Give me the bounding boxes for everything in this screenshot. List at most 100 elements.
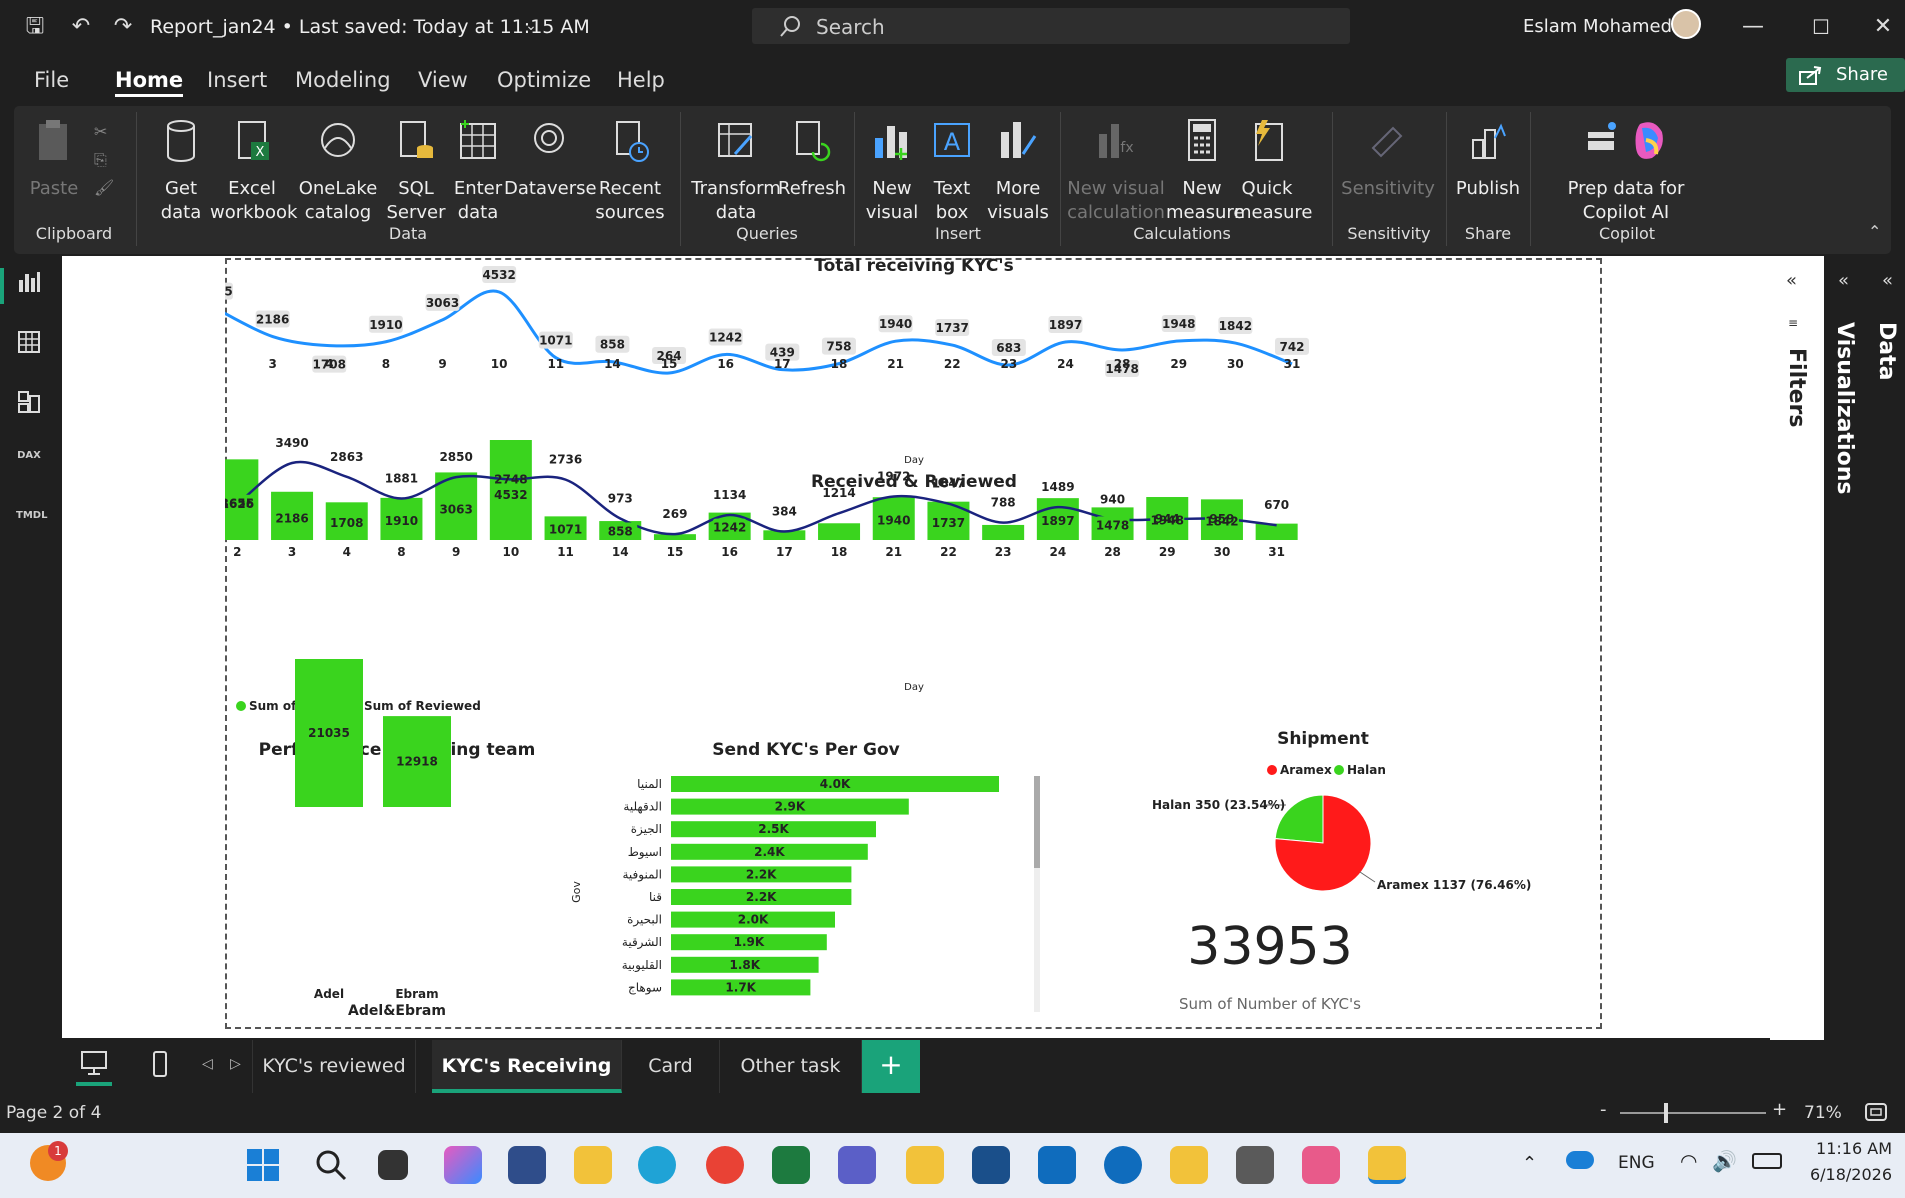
tab-kycs-receiving[interactable]: KYC's Receiving	[432, 1040, 622, 1093]
save-icon[interactable]: 🖫	[25, 14, 45, 39]
undo-icon[interactable]: ↶	[71, 14, 91, 39]
store-icon[interactable]	[508, 1146, 546, 1184]
performance-team-chart[interactable]: Performance Receiving team 21035Adel1291…	[259, 659, 536, 1019]
kyc-card[interactable]: 33953 Sum of Number of KYC's	[1179, 917, 1361, 1013]
add-page-button[interactable]: +	[862, 1040, 920, 1093]
scrollbar-thumb[interactable]	[1034, 776, 1040, 868]
outlook-icon[interactable]	[1038, 1146, 1076, 1184]
quick-measure-button[interactable]: Quick measure	[1234, 118, 1313, 225]
shipment-chart[interactable]: Shipment Aramex Halan Halan 350 (23.54%)…	[1152, 729, 1531, 892]
bar[interactable]	[671, 798, 909, 815]
bar[interactable]	[653, 534, 696, 540]
collapse-filters-icon[interactable]: «	[1786, 270, 1798, 291]
bar[interactable]	[671, 934, 827, 951]
bar[interactable]	[982, 524, 1025, 540]
power-bi-active-icon[interactable]	[1368, 1146, 1406, 1184]
clock-time[interactable]: 11:16 AM	[1816, 1139, 1892, 1158]
more-visuals-button[interactable]: More visuals	[980, 118, 1056, 225]
excel-workbook-button[interactable]: X Excel workbook	[210, 118, 297, 225]
zoom-slider-thumb[interactable]	[1664, 1103, 1668, 1123]
table-view-icon[interactable]	[16, 330, 42, 356]
collapse-visualizations-icon[interactable]: «	[1838, 270, 1850, 291]
bar[interactable]	[671, 866, 852, 883]
bar[interactable]	[295, 659, 363, 807]
chevron-down-icon[interactable]: ⌄	[525, 18, 537, 34]
new-measure-button[interactable]: New measure	[1166, 118, 1245, 225]
send-kyc-per-gov-chart[interactable]: Send KYC's Per Gov 4.0K المنيا 2.9K الدقهلي…	[570, 740, 1040, 1012]
tray-chevron-icon[interactable]: ⌃	[1522, 1153, 1538, 1174]
clock-date[interactable]: 6/18/2026	[1809, 1165, 1892, 1184]
m365-icon[interactable]	[444, 1146, 482, 1184]
bar[interactable]	[383, 716, 451, 807]
outlook-new-icon[interactable]	[1104, 1146, 1142, 1184]
bar[interactable]	[671, 821, 876, 838]
text-box-button[interactable]: A Text box	[924, 118, 980, 225]
task-view-icon[interactable]	[378, 1150, 408, 1180]
search-taskbar-icon[interactable]	[312, 1146, 350, 1184]
menu-help[interactable]: Help	[617, 68, 665, 92]
pie-slice[interactable]	[1274, 794, 1324, 844]
received-reviewed-chart[interactable]: Received & Reviewed 3655 2186 1708 1910 3063…	[225, 436, 1298, 713]
mobile-layout-icon[interactable]	[148, 1050, 172, 1084]
zoom-slider[interactable]	[1620, 1112, 1766, 1114]
menu-insert[interactable]: Insert	[207, 68, 268, 92]
snipping-tool-icon[interactable]	[1302, 1146, 1340, 1184]
pie-slice[interactable]	[1274, 794, 1372, 892]
onedrive-icon[interactable]	[1566, 1151, 1594, 1169]
visualizations-pane[interactable]: « Visualizations	[1824, 256, 1870, 1040]
teams-icon[interactable]	[838, 1146, 876, 1184]
bar[interactable]	[763, 530, 806, 540]
battery-icon[interactable]	[1752, 1153, 1782, 1169]
filters-pane[interactable]: « ≡ Filters	[1770, 256, 1824, 1040]
excel-taskbar-icon[interactable]	[772, 1146, 810, 1184]
menu-view[interactable]: View	[418, 68, 468, 92]
search-input[interactable]: Search	[752, 8, 1350, 44]
refresh-button[interactable]: Refresh	[774, 118, 850, 201]
volume-icon[interactable]: 🔊	[1712, 1149, 1737, 1173]
sticky-notes-icon[interactable]	[906, 1146, 944, 1184]
bar[interactable]	[671, 979, 811, 996]
minimize-icon[interactable]: —	[1742, 14, 1764, 39]
onelake-button[interactable]: OneLake catalog	[294, 118, 382, 225]
file-explorer-icon[interactable]	[574, 1146, 612, 1184]
prev-page-icon[interactable]: ◁	[202, 1056, 213, 1072]
calculator-taskbar-icon[interactable]	[1236, 1146, 1274, 1184]
tab-other-task[interactable]: Other task	[720, 1040, 862, 1093]
sql-server-button[interactable]: SQL Server	[382, 118, 450, 225]
zoom-out-button[interactable]: -	[1600, 1099, 1607, 1120]
menu-modeling[interactable]: Modeling	[295, 68, 391, 92]
copilot-button[interactable]: Prep data for Copilot AI	[1536, 118, 1716, 225]
start-icon[interactable]	[244, 1146, 282, 1184]
user-name[interactable]: Eslam Mohamed	[1523, 16, 1673, 37]
close-icon[interactable]: ✕	[1873, 14, 1893, 39]
data-pane[interactable]: « Data	[1870, 256, 1905, 1040]
share-button[interactable]: Share	[1786, 58, 1905, 92]
chrome-icon[interactable]	[706, 1146, 744, 1184]
model-view-icon[interactable]	[16, 390, 42, 416]
tab-kycs-reviewed[interactable]: KYC's reviewed	[252, 1040, 416, 1093]
bar[interactable]	[671, 776, 999, 792]
bar[interactable]	[671, 889, 852, 905]
next-page-icon[interactable]: ▷	[230, 1056, 241, 1072]
bar[interactable]	[671, 911, 835, 928]
edge-icon[interactable]	[638, 1146, 676, 1184]
bar[interactable]	[671, 843, 868, 860]
menu-optimize[interactable]: Optimize	[497, 68, 592, 92]
bar[interactable]	[818, 523, 861, 540]
menu-file[interactable]: File	[34, 68, 70, 92]
scrollbar-track[interactable]	[1034, 776, 1040, 1012]
power-bi-icon[interactable]	[1170, 1146, 1208, 1184]
menu-home[interactable]: Home	[115, 63, 184, 97]
tmdl-view-icon[interactable]: TMDL	[16, 510, 48, 521]
document-title[interactable]: Report_jan24 • Last saved: Today at 11:1…	[150, 16, 590, 38]
collapse-ribbon-icon[interactable]: ⌃	[1868, 222, 1882, 241]
wifi-icon[interactable]: ◠	[1680, 1149, 1698, 1173]
publish-button[interactable]: Publish	[1452, 118, 1524, 201]
fit-to-page-icon[interactable]	[1864, 1101, 1888, 1127]
language-indicator[interactable]: ENG	[1618, 1153, 1655, 1173]
defender-icon[interactable]	[972, 1146, 1010, 1184]
paste-button[interactable]: Paste	[26, 118, 82, 201]
enter-data-button[interactable]: Enter data	[448, 118, 508, 225]
maximize-icon[interactable]: ☐	[1812, 15, 1830, 39]
transform-data-button[interactable]: Transform data	[686, 118, 786, 225]
